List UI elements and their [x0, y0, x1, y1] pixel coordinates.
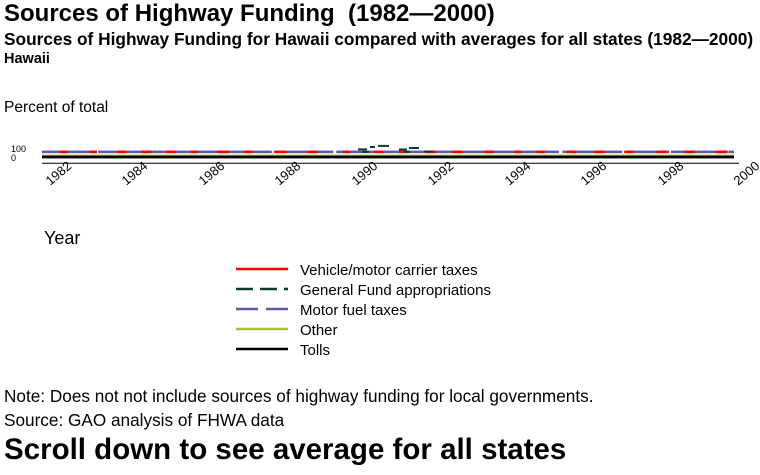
svg-text:1998: 1998 — [655, 158, 687, 188]
svg-text:1986: 1986 — [196, 158, 228, 188]
svg-text:1996: 1996 — [578, 158, 610, 188]
svg-text:1982: 1982 — [43, 158, 75, 188]
svg-text:0: 0 — [11, 153, 16, 163]
svg-text:1994: 1994 — [502, 158, 534, 188]
svg-text:1992: 1992 — [425, 158, 457, 188]
svg-text:1988: 1988 — [272, 158, 304, 188]
svg-text:1984: 1984 — [119, 158, 151, 188]
svg-text:1990: 1990 — [349, 158, 381, 188]
svg-text:2000: 2000 — [731, 158, 760, 188]
